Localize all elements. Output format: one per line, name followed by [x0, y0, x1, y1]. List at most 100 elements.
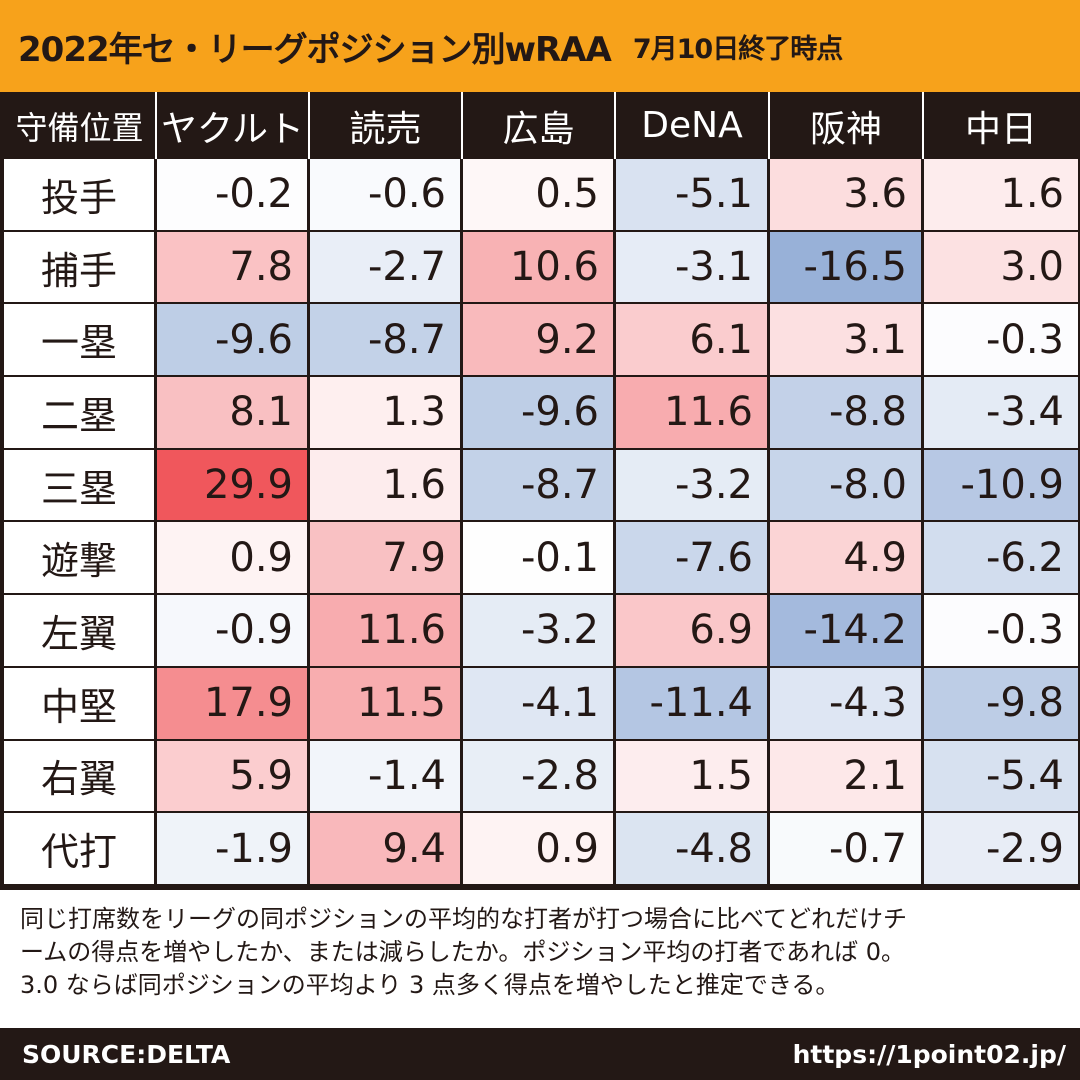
wraa-value-cell: -3.1 — [616, 231, 770, 305]
wraa-value-cell: 5.9 — [157, 740, 310, 814]
position-label: 一塁 — [4, 304, 157, 378]
table-row: 遊撃 0.9 7.9 -0.1 -7.6 4.9 -6.2 — [4, 522, 1078, 596]
wraa-value-cell: 7.9 — [310, 522, 463, 596]
wraa-value-cell: 0.5 — [463, 159, 616, 232]
wraa-value-cell: 3.6 — [770, 159, 924, 232]
wraa-value-cell: 6.1 — [616, 304, 770, 378]
table-row: 投手 -0.2 -0.6 0.5 -5.1 3.6 1.6 — [4, 159, 1078, 232]
wraa-value-cell: 10.6 — [463, 231, 616, 305]
wraa-table-container: 守備位置 ヤクルト 読売 広島 DeNA 阪神 中日 投手 -0.2 -0.6 0.5 -5.1 3… — [0, 92, 1080, 890]
team-column-header: 阪神 — [770, 92, 924, 159]
wraa-value-cell: -4.3 — [770, 667, 924, 741]
note-line: ームの得点を増やしたか、または減らしたか。ポジション平均の打者であれば 0。 — [20, 938, 905, 966]
position-label: 捕手 — [4, 231, 157, 305]
wraa-value-cell: -8.8 — [770, 377, 924, 450]
wraa-value-cell: -2.9 — [924, 813, 1078, 886]
wraa-value-cell: -0.6 — [310, 159, 463, 232]
wraa-value-cell: 7.8 — [157, 231, 310, 305]
position-label: 右翼 — [4, 740, 157, 814]
wraa-value-cell: 29.9 — [157, 449, 310, 523]
wraa-value-cell: 2.1 — [770, 740, 924, 814]
wraa-value-cell: -0.3 — [924, 304, 1078, 378]
position-label: 中堅 — [4, 667, 157, 741]
position-label: 遊撃 — [4, 522, 157, 596]
wraa-value-cell: -0.7 — [770, 813, 924, 886]
wraa-value-cell: -10.9 — [924, 449, 1078, 523]
wraa-value-cell: 9.4 — [310, 813, 463, 886]
wraa-value-cell: -8.0 — [770, 449, 924, 523]
wraa-value-cell: -0.1 — [463, 522, 616, 596]
explanation-note: 同じ打席数をリーグの同ポジションの平均的な打者が打つ場合に比べてどれだけチ ーム… — [20, 903, 1070, 1002]
position-label: 三塁 — [4, 449, 157, 523]
table-row: 右翼 5.9 -1.4 -2.8 1.5 2.1 -5.4 — [4, 740, 1078, 814]
position-label: 左翼 — [4, 595, 157, 668]
wraa-value-cell: -9.6 — [157, 304, 310, 378]
team-column-header: 読売 — [310, 92, 463, 159]
position-label: 投手 — [4, 159, 157, 232]
wraa-value-cell: -2.8 — [463, 740, 616, 814]
wraa-value-cell: -3.2 — [616, 449, 770, 523]
wraa-value-cell: 3.0 — [924, 231, 1078, 305]
wraa-value-cell: -0.2 — [157, 159, 310, 232]
table-row: 中堅 17.9 11.5 -4.1 -11.4 -4.3 -9.8 — [4, 667, 1078, 741]
wraa-value-cell: -4.8 — [616, 813, 770, 886]
wraa-value-cell: 1.3 — [310, 377, 463, 450]
wraa-value-cell: 11.5 — [310, 667, 463, 741]
table-body: 投手 -0.2 -0.6 0.5 -5.1 3.6 1.6 捕手 7.8 -2.7 10.6 -3.1… — [4, 159, 1078, 886]
wraa-value-cell: -2.7 — [310, 231, 463, 305]
wraa-value-cell: -11.4 — [616, 667, 770, 741]
wraa-value-cell: -8.7 — [310, 304, 463, 378]
wraa-value-cell: 0.9 — [463, 813, 616, 886]
wraa-value-cell: -0.9 — [157, 595, 310, 668]
footer-bar: SOURCE:DELTA https://1point02.jp/ — [0, 1028, 1080, 1080]
wraa-value-cell: -7.6 — [616, 522, 770, 596]
wraa-value-cell: -5.4 — [924, 740, 1078, 814]
position-label: 二塁 — [4, 377, 157, 450]
wraa-value-cell: -9.8 — [924, 667, 1078, 741]
position-column-header: 守備位置 — [4, 92, 157, 159]
note-line: 3.0 ならば同ポジションの平均より 3 点多く得点を増やしたと推定できる。 — [20, 971, 840, 999]
wraa-value-cell: 11.6 — [616, 377, 770, 450]
source-label: SOURCE:DELTA — [22, 1039, 231, 1069]
table-row: 代打 -1.9 9.4 0.9 -4.8 -0.7 -2.9 — [4, 813, 1078, 886]
wraa-value-cell: 17.9 — [157, 667, 310, 741]
wraa-value-cell: -1.9 — [157, 813, 310, 886]
wraa-value-cell: 8.1 — [157, 377, 310, 450]
team-column-header: 広島 — [463, 92, 616, 159]
team-column-header: 中日 — [924, 92, 1078, 159]
wraa-table: 守備位置 ヤクルト 読売 広島 DeNA 阪神 中日 投手 -0.2 -0.6 0.5 -5.1 3… — [4, 92, 1078, 886]
wraa-value-cell: 1.6 — [310, 449, 463, 523]
table-row: 一塁 -9.6 -8.7 9.2 6.1 3.1 -0.3 — [4, 304, 1078, 378]
wraa-value-cell: -4.1 — [463, 667, 616, 741]
wraa-value-cell: -14.2 — [770, 595, 924, 668]
wraa-value-cell: 9.2 — [463, 304, 616, 378]
wraa-value-cell: 0.9 — [157, 522, 310, 596]
table-header-row: 守備位置 ヤクルト 読売 広島 DeNA 阪神 中日 — [4, 92, 1078, 159]
team-column-header: ヤクルト — [157, 92, 310, 159]
wraa-value-cell: -0.3 — [924, 595, 1078, 668]
wraa-value-cell: -3.4 — [924, 377, 1078, 450]
note-line: 同じ打席数をリーグの同ポジションの平均的な打者が打つ場合に比べてどれだけチ — [20, 905, 908, 933]
wraa-value-cell: 1.5 — [616, 740, 770, 814]
wraa-value-cell: 11.6 — [310, 595, 463, 668]
team-column-header: DeNA — [616, 92, 770, 159]
wraa-value-cell: 3.1 — [770, 304, 924, 378]
wraa-value-cell: -1.4 — [310, 740, 463, 814]
wraa-value-cell: 4.9 — [770, 522, 924, 596]
site-url: https://1point02.jp/ — [792, 1039, 1066, 1069]
chart-subtitle: 7月10日終了時点 — [632, 33, 843, 65]
table-row: 二塁 8.1 1.3 -9.6 11.6 -8.8 -3.4 — [4, 377, 1078, 450]
table-row: 捕手 7.8 -2.7 10.6 -3.1 -16.5 3.0 — [4, 231, 1078, 305]
title-banner: 2022年セ・リーグポジション別wRAA 7月10日終了時点 — [0, 0, 1080, 92]
wraa-value-cell: -3.2 — [463, 595, 616, 668]
position-label: 代打 — [4, 813, 157, 886]
wraa-value-cell: -16.5 — [770, 231, 924, 305]
wraa-value-cell: 6.9 — [616, 595, 770, 668]
wraa-value-cell: 1.6 — [924, 159, 1078, 232]
table-row: 左翼 -0.9 11.6 -3.2 6.9 -14.2 -0.3 — [4, 595, 1078, 668]
chart-title: 2022年セ・リーグポジション別wRAA — [18, 29, 612, 70]
wraa-value-cell: -9.6 — [463, 377, 616, 450]
wraa-value-cell: -8.7 — [463, 449, 616, 523]
wraa-value-cell: -5.1 — [616, 159, 770, 232]
wraa-value-cell: -6.2 — [924, 522, 1078, 596]
